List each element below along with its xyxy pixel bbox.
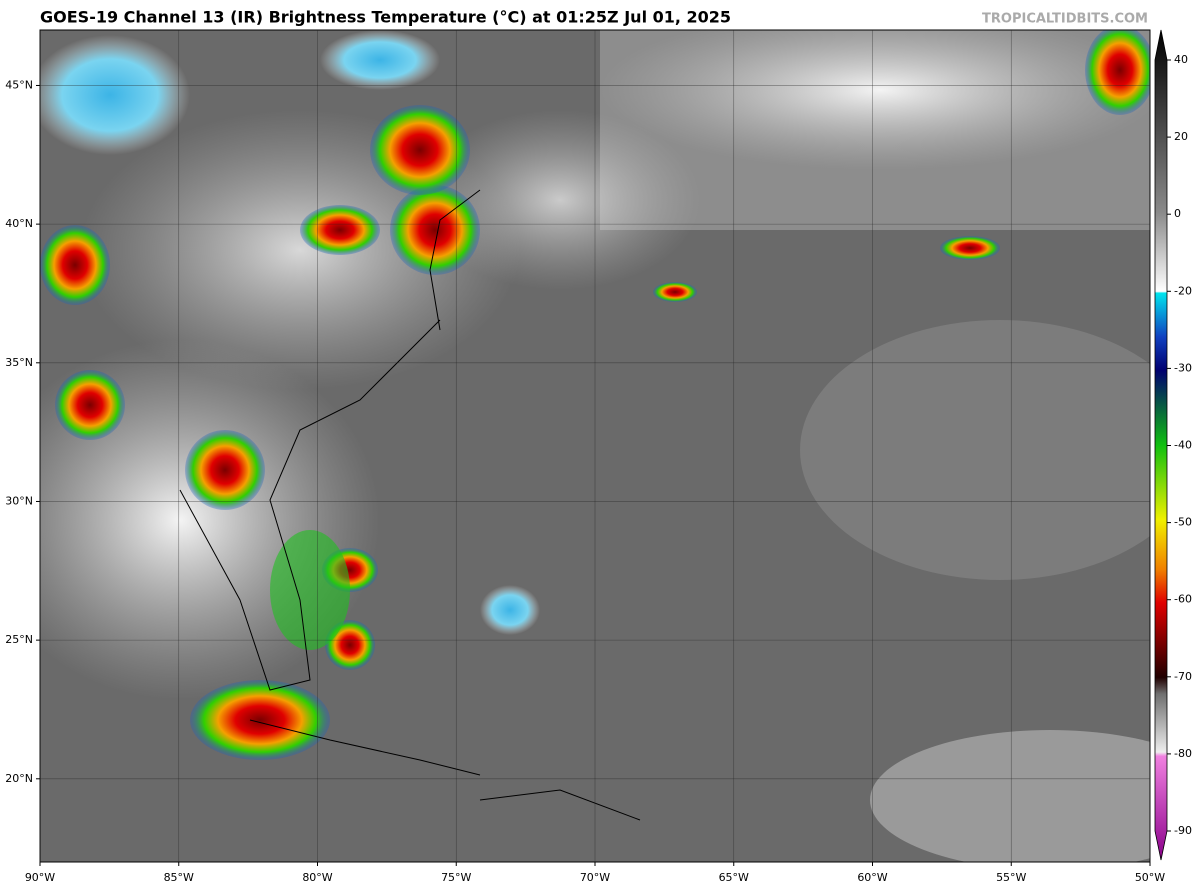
y-tick-label: 45°N: [5, 78, 33, 91]
x-tick-label: 75°W: [441, 871, 471, 884]
y-tick-label: 25°N: [5, 633, 33, 646]
colorbar-tick-label: 0: [1174, 207, 1181, 220]
colorbar-tick-label: -30: [1174, 361, 1192, 374]
colorbar-tick-label: -90: [1174, 824, 1192, 837]
colorbar-tick-label: 20: [1174, 130, 1188, 143]
x-tick-label: 55°W: [996, 871, 1026, 884]
x-tick-label: 90°W: [25, 871, 55, 884]
x-tick-label: 50°W: [1135, 871, 1165, 884]
colorbar-tick-label: -80: [1174, 747, 1192, 760]
colorbar-tick-label: -50: [1174, 516, 1192, 529]
watermark: TROPICALTIDBITS.COM: [982, 12, 1148, 27]
y-tick-label: 40°N: [5, 217, 33, 230]
colorbar: [1154, 29, 1168, 861]
satellite-image: [40, 30, 1150, 862]
colorbar-tick-label: -20: [1174, 284, 1192, 297]
x-tick-label: 60°W: [857, 871, 887, 884]
title: GOES-19 Channel 13 (IR) Brightness Tempe…: [40, 8, 731, 27]
colorbar-tick-label: -60: [1174, 593, 1192, 606]
colorbar-tick-label: -70: [1174, 670, 1192, 683]
x-tick-label: 80°W: [302, 871, 332, 884]
colorbar-tick-label: -40: [1174, 439, 1192, 452]
x-tick-label: 85°W: [164, 871, 194, 884]
x-tick-label: 70°W: [580, 871, 610, 884]
y-tick-label: 35°N: [5, 356, 33, 369]
y-tick-label: 20°N: [5, 772, 33, 785]
y-tick-label: 30°N: [5, 494, 33, 507]
colorbar-tick-label: 40: [1174, 53, 1188, 66]
x-tick-label: 65°W: [719, 871, 749, 884]
